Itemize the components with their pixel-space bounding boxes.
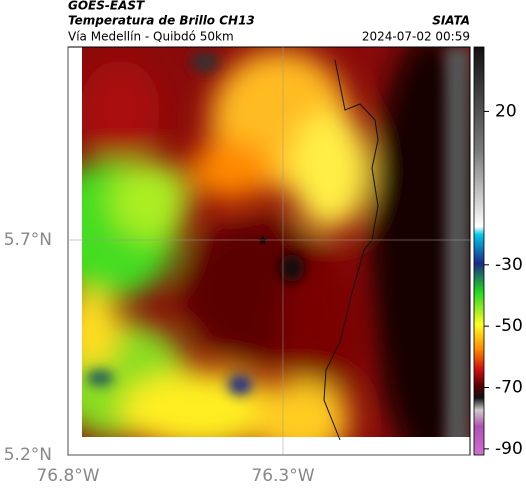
x-tick-label: 76.8°W xyxy=(36,466,99,486)
x-tick-label: 76.3°W xyxy=(251,466,314,486)
y-tick-label: 5.7°N xyxy=(4,230,52,250)
satellite: GOES-EAST xyxy=(68,0,145,13)
temperature-field: ★ xyxy=(68,47,470,455)
colorbar xyxy=(473,46,485,456)
colorbar-tick-label: -70 xyxy=(495,378,523,398)
y-tick-label: 5.2°N xyxy=(4,445,52,465)
source: SIATA xyxy=(432,14,470,28)
city-star: ★ xyxy=(257,234,269,249)
colorbar-tick-label: -90 xyxy=(495,439,523,459)
timestamp: 2024-07-02 00:59 xyxy=(362,30,470,44)
colorbar-tick-label: -30 xyxy=(495,255,523,275)
region: Vía Medellín - Quibdó 50km xyxy=(68,30,234,44)
product: Temperatura de Brillo CH13 xyxy=(68,14,255,28)
colorbar-tick-label: -50 xyxy=(495,316,523,336)
colorbar-tick-label: 20 xyxy=(495,101,517,121)
